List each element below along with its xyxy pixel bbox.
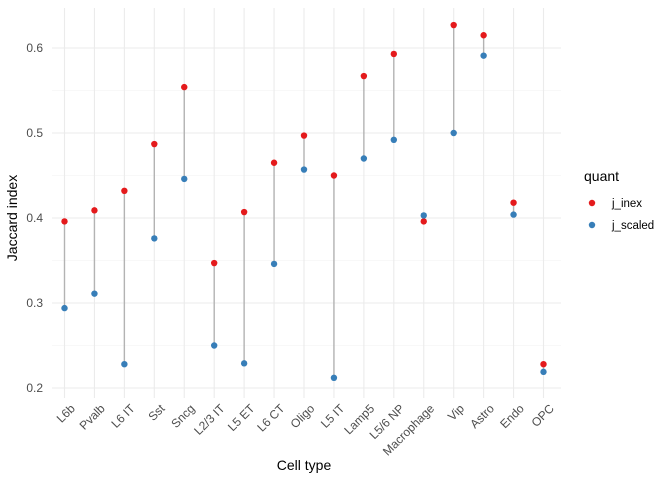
point-j_scaled xyxy=(91,290,98,297)
point-j_scaled xyxy=(61,304,68,312)
point-j_inex xyxy=(270,159,278,166)
point-j_inex xyxy=(210,259,218,267)
x-tick-label: Vip xyxy=(445,401,467,423)
y-tick-label: 0.2 xyxy=(26,381,43,395)
point-j_scaled xyxy=(240,360,248,367)
point-j_inex xyxy=(480,32,487,39)
y-tick-label: 0.4 xyxy=(26,211,43,225)
point-j_scaled xyxy=(360,155,368,162)
x-axis-title: Cell type xyxy=(277,457,332,473)
point-j_scaled xyxy=(510,211,517,218)
x-tick-label: Pvalb xyxy=(77,401,108,432)
data-points xyxy=(61,21,547,381)
y-tick-label: 0.3 xyxy=(26,296,43,310)
point-j_scaled xyxy=(450,129,457,137)
legend: quant j_inex j_scaled xyxy=(584,168,654,232)
point-j_scaled xyxy=(300,166,308,173)
point-j_inex xyxy=(540,361,547,368)
point-j_scaled xyxy=(330,374,338,381)
x-tick-label: Oligo xyxy=(288,401,318,431)
y-tick-label: 0.5 xyxy=(26,126,43,140)
y-tick-label: 0.6 xyxy=(26,41,43,55)
point-j_inex xyxy=(181,83,188,91)
point-j_scaled xyxy=(270,260,278,268)
point-j_inex xyxy=(450,21,457,29)
point-j_inex xyxy=(390,50,398,58)
point-j_inex xyxy=(510,199,517,206)
point-j_inex xyxy=(360,72,368,80)
point-j_inex xyxy=(121,187,128,194)
x-tick-label: Sst xyxy=(145,401,168,424)
point-j_inex xyxy=(330,172,338,179)
legend-key-j_scaled xyxy=(588,221,596,229)
x-tick-label: L2/3 IT xyxy=(191,401,228,438)
x-tick-label: Endo xyxy=(497,401,527,431)
x-tick-label: L6 IT xyxy=(108,401,138,431)
x-tick-label: Astro xyxy=(467,401,497,431)
legend-label-j_inex: j_inex xyxy=(611,198,642,210)
x-tick-label: L6b xyxy=(54,401,78,425)
grid-lines xyxy=(52,8,561,398)
x-tick-label: OPC xyxy=(529,401,558,430)
point-j_inex xyxy=(240,208,248,216)
point-j_scaled xyxy=(210,342,218,349)
point-j_scaled xyxy=(420,212,427,219)
point-j_scaled xyxy=(390,136,398,143)
point-j_scaled xyxy=(181,175,188,183)
point-j_scaled xyxy=(540,368,547,376)
point-j_scaled xyxy=(121,361,128,368)
point-j_inex xyxy=(151,140,158,148)
point-j_inex xyxy=(91,207,98,214)
y-axis-ticks: 0.2 0.3 0.4 0.5 0.6 xyxy=(26,41,43,395)
point-j_inex xyxy=(420,218,427,225)
x-tick-label: L5 ET xyxy=(225,401,258,434)
legend-key-j_inex xyxy=(588,199,596,207)
point-j_inex xyxy=(61,218,68,225)
point-j_scaled xyxy=(151,235,158,242)
y-axis-title: Jaccard index xyxy=(4,175,20,261)
x-tick-label: L6 CT xyxy=(254,401,287,434)
point-j_inex xyxy=(300,132,308,139)
legend-title: quant xyxy=(584,168,619,184)
point-j_scaled xyxy=(480,52,487,59)
legend-label-j_scaled: j_scaled xyxy=(611,220,654,232)
